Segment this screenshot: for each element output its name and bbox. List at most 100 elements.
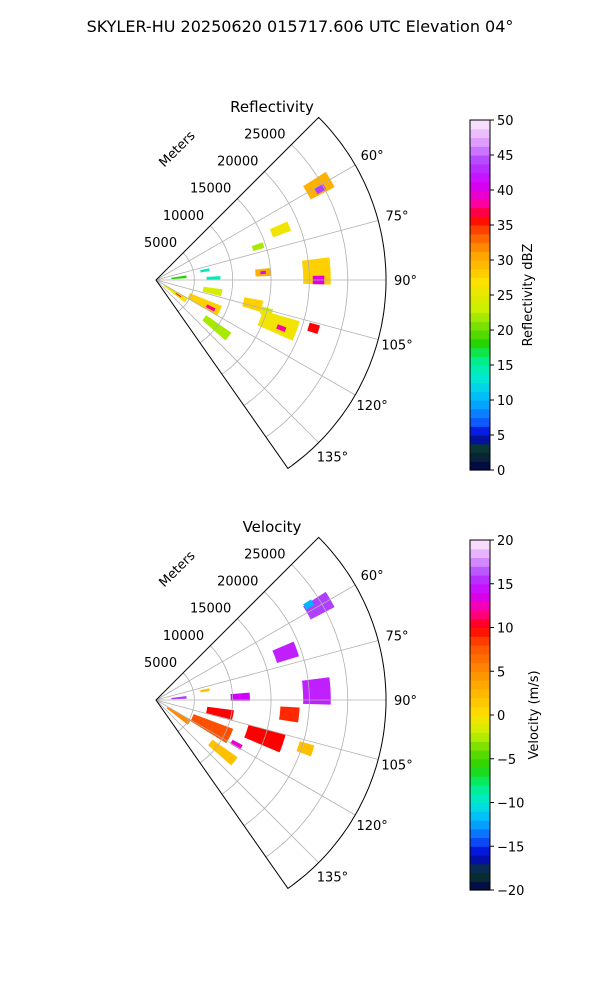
colorbar-swatch xyxy=(470,750,490,760)
colorbar-swatch xyxy=(470,268,490,279)
reflectivity-colorbar-label: Reflectivity dBZ xyxy=(521,244,536,347)
colorbar-tick-label: 20 xyxy=(497,534,514,549)
colorbar-tick-label: 20 xyxy=(497,324,514,339)
colorbar-tick-label: 40 xyxy=(497,184,514,199)
colorbar-tick-label: 10 xyxy=(497,394,514,409)
colorbar-swatch xyxy=(470,566,490,576)
colorbar-swatch xyxy=(470,723,490,734)
sector-frame xyxy=(155,536,387,890)
colorbar-swatch xyxy=(470,802,490,812)
echo-cell xyxy=(296,741,315,757)
colorbar-swatch xyxy=(470,627,490,637)
colorbar-swatch xyxy=(470,855,490,865)
velocity-colorbar-swatches xyxy=(470,540,490,891)
radial-tick-label: 25000 xyxy=(244,127,285,142)
velocity-colorbar-label: Velocity (m/s) xyxy=(527,670,542,759)
colorbar-swatch xyxy=(470,785,490,795)
azimuth-tick-label: 135° xyxy=(317,870,348,885)
colorbar-swatch xyxy=(470,575,490,585)
radial-tick-label: 15000 xyxy=(190,602,231,617)
colorbar-tick-label: 0 xyxy=(497,464,505,479)
range-ring xyxy=(243,591,310,826)
colorbar-swatch xyxy=(470,137,490,147)
range-ring xyxy=(221,198,272,375)
range-ring xyxy=(199,645,234,764)
echo-cell xyxy=(171,275,187,280)
echo-cell xyxy=(307,322,320,334)
azimuth-tick-label: 60° xyxy=(361,149,384,164)
velocity-radial-axis-label: Meters xyxy=(157,548,199,590)
colorbar-swatch xyxy=(470,793,490,804)
colorbar-tick-label: 5 xyxy=(497,665,505,680)
azimuth-tick-label: 75° xyxy=(386,629,409,644)
colorbar-swatch xyxy=(470,225,490,235)
colorbar-swatch xyxy=(470,400,490,410)
colorbar-swatch xyxy=(470,365,490,375)
colorbar-swatch xyxy=(470,260,490,270)
colorbar-tick-label: 25 xyxy=(497,289,514,304)
colorbar-swatch xyxy=(470,636,490,646)
azimuth-tick-label: 105° xyxy=(381,339,412,354)
colorbar-swatch xyxy=(470,610,490,620)
colorbar-swatch xyxy=(470,828,490,839)
azimuth-gridline xyxy=(155,279,319,443)
colorbar-swatch xyxy=(470,128,490,139)
echo-cell xyxy=(269,221,292,238)
colorbar-swatch xyxy=(470,732,490,742)
azimuth-tick-label: 120° xyxy=(356,819,387,834)
echo-cell xyxy=(175,292,182,298)
range-ring xyxy=(243,171,310,406)
colorbar-swatch xyxy=(470,540,490,550)
colorbar-swatch xyxy=(470,592,490,602)
echo-cell xyxy=(251,242,265,252)
colorbar-swatch xyxy=(470,286,490,296)
colorbar-swatch xyxy=(470,417,490,427)
range-ring xyxy=(265,144,349,438)
echo-cell xyxy=(303,599,315,610)
colorbar-tick-label: 10 xyxy=(497,622,514,637)
echo-cell xyxy=(200,688,210,693)
echo-cell xyxy=(202,286,223,297)
colorbar-swatch xyxy=(470,715,490,725)
reflectivity-colorbar: 0 5 10 15 20 25 30 35 40 45 50 Reflectivity dBZ xyxy=(469,114,536,479)
colorbar-swatch xyxy=(470,347,490,357)
radial-tick-label: 15000 xyxy=(190,182,231,197)
azimuth-tick-label: 90° xyxy=(394,694,417,709)
colorbar-swatch xyxy=(470,548,490,559)
echo-cell xyxy=(190,714,234,744)
colorbar-swatch xyxy=(470,461,490,471)
colorbar-swatch xyxy=(470,811,490,821)
echo-cell xyxy=(171,696,187,700)
colorbar-swatch xyxy=(470,706,490,716)
reflectivity-panel: Reflectivity 5000 10000 15000 20000 25000 60°… xyxy=(144,98,417,470)
echo-cell xyxy=(230,692,250,701)
colorbar-tick-label: 0 xyxy=(497,709,505,724)
velocity-colorbar: −20 −15 −10 −5 0 5 10 15 20 Velocity (m/s) xyxy=(469,534,542,899)
azimuth-tick-label: 60° xyxy=(361,569,384,584)
colorbar-tick-label: −15 xyxy=(497,840,524,855)
colorbar-swatch xyxy=(470,846,490,856)
colorbar-swatch xyxy=(470,251,490,261)
colorbar-swatch xyxy=(470,601,490,611)
radial-tick-label: 10000 xyxy=(163,209,204,224)
colorbar-tick-label: −5 xyxy=(497,753,516,768)
echo-cell xyxy=(242,297,264,312)
colorbar-swatch xyxy=(470,653,490,664)
azimuth-tick-label: 75° xyxy=(386,209,409,224)
colorbar-swatch xyxy=(470,277,490,287)
colorbar-swatch xyxy=(470,680,490,690)
range-ring xyxy=(221,618,272,795)
echo-cell xyxy=(276,324,287,332)
colorbar-swatch xyxy=(470,872,490,882)
colorbar-swatch xyxy=(470,120,490,130)
range-ring xyxy=(177,672,195,732)
azimuth-tick-label: 105° xyxy=(381,759,412,774)
velocity-axis-labels: 5000 10000 15000 20000 25000 60° 75° 90° 105° 120… xyxy=(144,547,417,885)
range-ring xyxy=(177,252,195,312)
colorbar-swatch xyxy=(470,330,490,340)
colorbar-swatch xyxy=(470,321,490,331)
colorbar-swatch xyxy=(470,557,490,567)
echo-cell xyxy=(200,268,210,273)
colorbar-tick-label: −20 xyxy=(497,884,524,899)
